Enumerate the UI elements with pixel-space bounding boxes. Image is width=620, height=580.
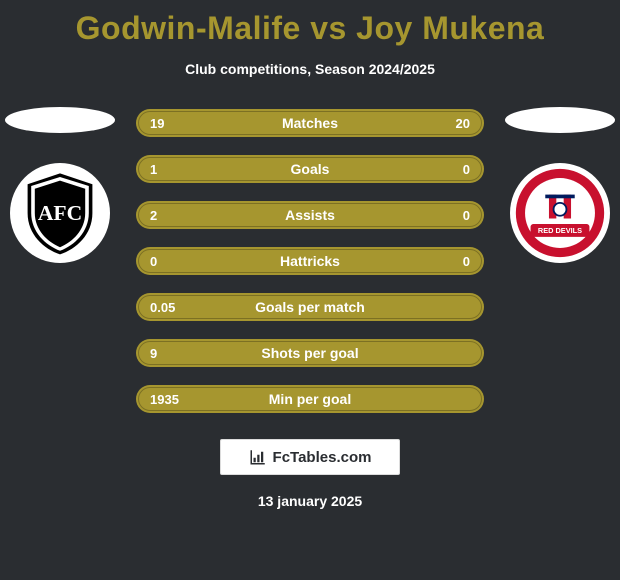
subtitle: Club competitions, Season 2024/2025	[0, 61, 620, 77]
left-country-ellipse	[5, 107, 115, 133]
stat-value-right: 20	[456, 109, 470, 137]
stat-value-left: 2	[150, 201, 157, 229]
stat-label: Goals	[291, 161, 330, 177]
chart-icon	[249, 448, 267, 466]
left-player-column: AFC	[0, 109, 120, 263]
stats-list: Matches1920Goals10Assists20Hattricks00Go…	[136, 109, 484, 413]
stat-value-left: 0.05	[150, 293, 175, 321]
svg-text:AFC: AFC	[38, 201, 82, 225]
stat-label: Matches	[282, 115, 338, 131]
stat-label: Min per goal	[269, 391, 351, 407]
stat-row: Goals 1 0	[136, 155, 484, 183]
stat-label: Shots per goal	[261, 345, 358, 361]
stat-value-right: 0	[463, 155, 470, 183]
generation-date: 13 january 2025	[0, 493, 620, 509]
stat-label: Hattricks	[280, 253, 340, 269]
svg-text:RED DEVILS: RED DEVILS	[538, 226, 582, 235]
stat-row: Goals per match 0.05	[136, 293, 484, 321]
stat-value-left: 9	[150, 339, 157, 367]
left-club-badge: AFC	[10, 163, 110, 263]
stat-row: Assists 2 0	[136, 201, 484, 229]
stat-row: Shots per goal 9	[136, 339, 484, 367]
right-country-ellipse	[505, 107, 615, 133]
crest-icon: CRAWLEY TOWN FC RED DEVILS	[514, 167, 606, 259]
stat-label: Goals per match	[255, 299, 365, 315]
branding-text: FcTables.com	[273, 449, 372, 466]
stat-row: Hattricks 0 0	[136, 247, 484, 275]
stat-row: Min per goal 1935	[136, 385, 484, 413]
stat-value-right: 0	[463, 201, 470, 229]
stat-value-left: 1935	[150, 385, 179, 413]
stat-value-left: 0	[150, 247, 157, 275]
stat-value-right: 0	[463, 247, 470, 275]
shield-icon: AFC	[15, 168, 105, 258]
right-club-badge: CRAWLEY TOWN FC RED DEVILS	[510, 163, 610, 263]
stat-row: Matches 19 20	[136, 109, 484, 137]
right-player-column: CRAWLEY TOWN FC RED DEVILS	[500, 109, 620, 263]
stat-value-left: 19	[150, 109, 164, 137]
page-title: Godwin-Malife vs Joy Mukena	[0, 0, 620, 47]
comparison-panel: AFC CRAWLEY TOWN FC RED DEVILS Matches19…	[0, 109, 620, 413]
branding-badge[interactable]: FcTables.com	[220, 439, 400, 475]
stat-label: Assists	[285, 207, 335, 223]
stat-value-left: 1	[150, 155, 157, 183]
